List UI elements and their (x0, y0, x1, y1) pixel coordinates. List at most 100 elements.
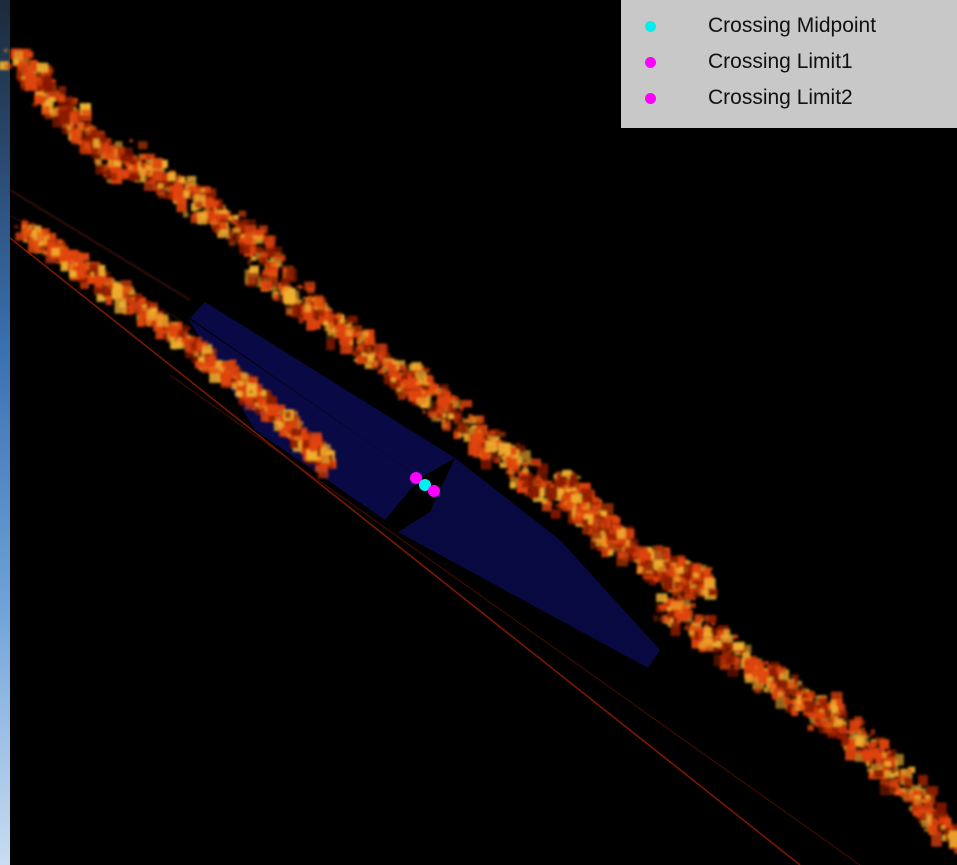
vegetation-point (890, 769, 895, 774)
vegetation-point (263, 235, 273, 244)
vegetation-point (775, 696, 787, 709)
vegetation-point (371, 364, 378, 370)
vegetation-point (562, 493, 571, 501)
vegetation-point (147, 314, 158, 327)
vegetation-point (698, 587, 707, 596)
vegetation-point (191, 203, 198, 212)
vegetation-point (20, 84, 27, 90)
vegetation-point (682, 610, 693, 618)
vegetation-point (112, 284, 123, 299)
vegetation-point (193, 352, 199, 357)
vegetation-point (317, 302, 326, 311)
vegetation-point (398, 384, 404, 389)
vegetation-point (81, 118, 92, 132)
vegetation-point (597, 503, 602, 509)
vegetation-point (567, 501, 574, 509)
vegetation-point (326, 337, 335, 351)
legend-item-limit2: Crossing Limit2 (645, 80, 957, 116)
vegetation-point (821, 720, 831, 727)
vegetation-point (323, 444, 331, 451)
vegetation-point (76, 114, 82, 123)
vegetation-point (927, 818, 938, 831)
vegetation-point (41, 228, 50, 236)
vegetation-point (592, 496, 598, 502)
vegetation-point (926, 815, 932, 821)
vegetation-point (239, 242, 251, 254)
vegetation-point (114, 298, 127, 314)
vegetation-point (447, 409, 451, 413)
vegetation-point (522, 468, 529, 474)
vegetation-point (130, 171, 141, 182)
vegetation-point (167, 191, 173, 199)
vegetation-point (187, 336, 193, 344)
vegetation-point (728, 654, 736, 664)
vegetation-point (733, 642, 744, 650)
vegetation-point (571, 494, 582, 503)
vegetation-point (601, 510, 607, 516)
vegetation-point (935, 802, 947, 818)
vegetation-point (47, 233, 57, 240)
vegetation-point (180, 195, 184, 199)
vegetation-point (698, 642, 703, 649)
vegetation-point (235, 375, 242, 382)
vegetation-point (303, 309, 315, 321)
vegetation-point (426, 393, 431, 399)
vegetation-point (727, 666, 739, 677)
vegetation-point (228, 381, 235, 387)
vegetation-point (24, 51, 33, 57)
vegetation-point (259, 274, 267, 282)
vegetation-point (50, 107, 58, 116)
vegetation-point (820, 708, 832, 719)
vegetation-point (21, 220, 28, 230)
vegetation-point (818, 712, 826, 718)
vegetation-point (152, 170, 164, 181)
vegetation-point (259, 257, 267, 265)
vegetation-point (508, 468, 514, 474)
vegetation-point (889, 783, 899, 795)
vegetation-point (244, 240, 251, 245)
vegetation-point (113, 156, 118, 160)
vegetation-point (582, 519, 589, 526)
vegetation-point (231, 215, 239, 225)
vegetation-point (924, 828, 929, 832)
vegetation-point (187, 334, 191, 339)
vegetation-point (159, 174, 171, 188)
vegetation-point (616, 552, 628, 567)
vegetation-point (174, 182, 183, 189)
vegetation-point (139, 307, 151, 318)
vegetation-point (657, 571, 663, 576)
vegetation-point (80, 141, 91, 155)
vegetation-point (953, 824, 957, 832)
vegetation-point (541, 498, 550, 504)
vegetation-point (333, 317, 340, 326)
vegetation-point (884, 770, 893, 778)
magenta-dot-icon (645, 92, 656, 104)
vegetation-point (615, 521, 620, 528)
vegetation-point (222, 361, 234, 369)
vegetation-point (683, 572, 691, 580)
vegetation-point (320, 321, 324, 325)
vegetation-point (138, 299, 143, 305)
vegetation-point (708, 588, 718, 596)
vegetation-point (71, 266, 77, 271)
vegetation-point (590, 525, 596, 529)
vegetation-point (686, 579, 690, 583)
vegetation-point (22, 228, 33, 237)
vegetation-point (172, 189, 184, 202)
vegetation-point (658, 577, 664, 583)
vegetation-point (177, 330, 185, 338)
vegetation-point (757, 670, 768, 684)
vegetation-point (703, 639, 713, 651)
vegetation-point (704, 626, 711, 636)
vegetation-point (316, 456, 322, 461)
vegetation-point (363, 336, 376, 346)
vegetation-point (207, 215, 215, 224)
vegetation-point (28, 240, 39, 253)
vegetation-point (820, 706, 824, 710)
vegetation-point (767, 664, 771, 670)
vegetation-point (390, 377, 396, 384)
vegetation-point (5, 63, 12, 69)
crossing-zone-upper (190, 302, 455, 478)
vegetation-point (745, 657, 754, 663)
vegetation-point (569, 474, 578, 485)
